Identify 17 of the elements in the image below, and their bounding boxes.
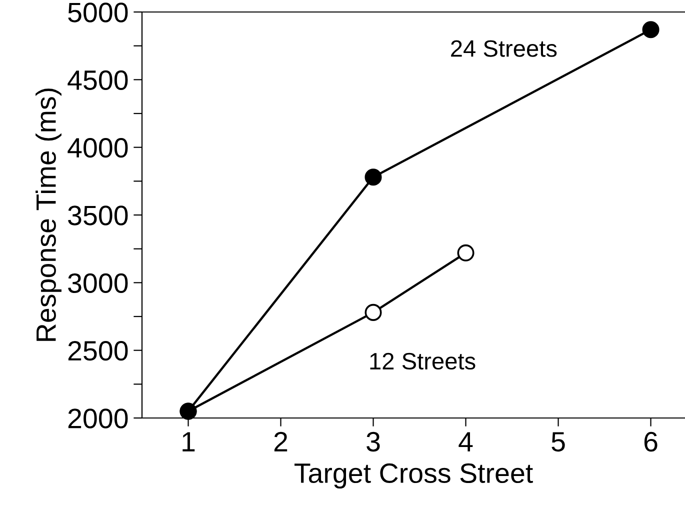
y-tick-label: 4500 — [68, 70, 128, 90]
x-tick-label: 3 — [366, 432, 380, 452]
x-tick-label: 4 — [458, 432, 473, 452]
y-tick-label: 5000 — [68, 2, 128, 22]
x-axis-title: Target Cross Street — [294, 463, 533, 489]
y-axis-title: Response Time (ms) — [36, 88, 62, 341]
y-tick-label: 2500 — [68, 341, 128, 361]
x-tick-label: 2 — [274, 432, 288, 452]
y-tick-label: 4000 — [68, 138, 128, 158]
series-label: 24 Streets — [451, 40, 557, 57]
series-label: 12 Streets — [370, 352, 476, 370]
y-tick-label: 2000 — [68, 408, 128, 428]
y-tick-label: 3000 — [68, 273, 128, 294]
y-tick-label: 3500 — [68, 206, 128, 226]
x-tick-label: 5 — [552, 432, 565, 452]
x-tick-label: 6 — [644, 432, 658, 452]
x-tick-label: 1 — [182, 432, 195, 452]
